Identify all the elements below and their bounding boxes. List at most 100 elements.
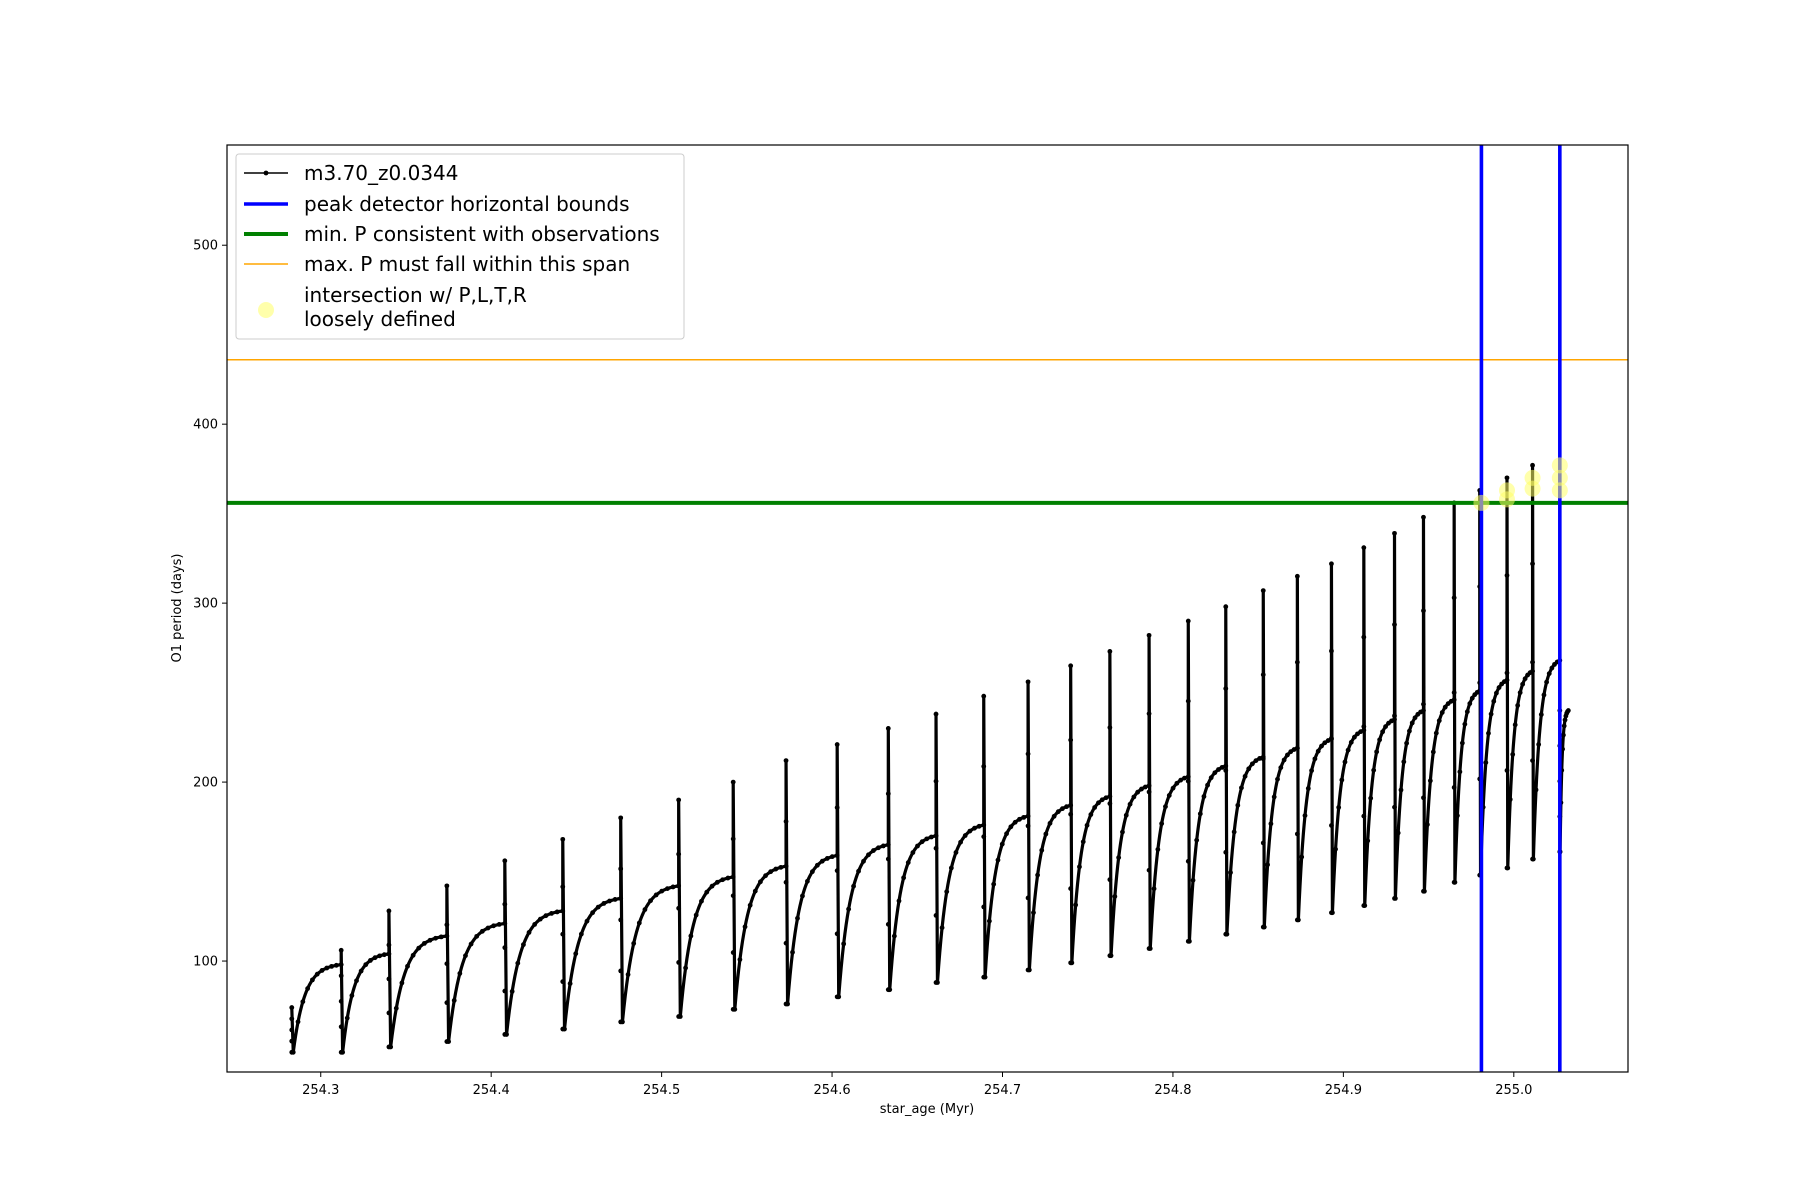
series-point — [1352, 734, 1357, 740]
series-point — [846, 906, 852, 912]
series-point — [1421, 795, 1426, 801]
series-point — [289, 1005, 295, 1010]
axes-frame — [226, 144, 1629, 1073]
series-point — [1278, 765, 1284, 771]
series-point — [948, 865, 954, 871]
series-point — [1043, 831, 1049, 837]
series-point — [720, 877, 726, 883]
series-point — [338, 998, 344, 1004]
series-point — [537, 916, 543, 922]
series-point — [819, 858, 825, 864]
series-point — [982, 974, 988, 980]
series-point — [1533, 787, 1539, 793]
series-point — [338, 947, 344, 953]
series-point — [871, 848, 876, 853]
series-point — [1139, 786, 1144, 792]
series-point — [1060, 806, 1065, 812]
series-point — [1170, 785, 1176, 791]
series-point — [1329, 561, 1334, 567]
series-point — [1185, 778, 1191, 784]
series-point — [1107, 725, 1113, 730]
x-axis-label: star_age (Myr) — [880, 1102, 974, 1117]
series-point — [509, 989, 515, 994]
legend-label: peak detector horizontal bounds — [304, 192, 630, 216]
series-point — [1185, 618, 1191, 624]
series-point — [763, 873, 768, 879]
series-point — [1507, 797, 1513, 802]
series-point — [693, 912, 699, 918]
series-point — [1025, 751, 1031, 757]
series-point — [783, 758, 789, 764]
series-point — [502, 901, 508, 907]
series-point — [676, 883, 682, 889]
series-point — [1242, 773, 1248, 779]
series-point — [1530, 758, 1535, 764]
series-point — [502, 945, 508, 951]
x-tick-label: 254.7 — [984, 1083, 1021, 1098]
legend-label: min. P consistent with observations — [304, 222, 660, 246]
series-point — [933, 778, 939, 784]
x-tick-label: 255.0 — [1495, 1083, 1532, 1098]
series-point — [578, 931, 584, 937]
series-point — [1510, 752, 1516, 757]
series-point — [1035, 872, 1040, 878]
series-point — [1404, 740, 1410, 746]
series-point — [386, 1010, 392, 1016]
series-point — [1383, 724, 1388, 730]
series-point — [388, 1044, 394, 1050]
series-point — [742, 924, 748, 930]
series-point — [1467, 701, 1473, 706]
y-axis-label: O1 period (days) — [170, 553, 185, 662]
series-point — [699, 898, 704, 904]
series-point — [885, 921, 891, 927]
series-point — [1530, 561, 1535, 567]
series-point — [981, 822, 987, 828]
series-point — [1163, 804, 1168, 810]
series-point — [1026, 967, 1032, 973]
series-point — [676, 905, 682, 911]
series-point — [393, 1005, 399, 1011]
series-point — [986, 918, 992, 924]
series-point — [1451, 697, 1457, 703]
legend-swatch-marker — [263, 170, 269, 176]
series-point — [1127, 801, 1133, 807]
series-point — [1223, 768, 1229, 773]
series-point — [851, 883, 856, 889]
series-point — [1107, 877, 1113, 883]
series-point — [457, 971, 463, 976]
series-point — [814, 862, 820, 868]
series-point — [790, 949, 795, 955]
series-point — [1068, 802, 1074, 808]
series-point — [338, 1024, 344, 1030]
legend-label-line: intersection w/ P,L,T,R — [304, 283, 527, 307]
series-point — [1253, 758, 1259, 763]
series-point — [1565, 708, 1571, 713]
series-point — [349, 993, 355, 998]
series-point — [642, 907, 648, 912]
series-point — [1208, 775, 1214, 781]
series-point — [618, 896, 624, 901]
series-point — [444, 883, 450, 889]
series-point — [1294, 573, 1300, 579]
series-point — [1546, 671, 1552, 676]
series-m3-70-z0-0344 — [289, 462, 1571, 1055]
series-point — [1025, 895, 1031, 901]
series-point — [560, 884, 566, 890]
series-point — [1178, 777, 1184, 783]
series-point — [1012, 819, 1018, 825]
series-point — [800, 893, 805, 899]
series-point — [502, 858, 508, 864]
series-point — [1275, 776, 1280, 782]
series-point — [1464, 709, 1470, 715]
series-point — [1201, 794, 1207, 799]
series-point — [636, 920, 642, 926]
intersection-point — [1473, 494, 1490, 511]
series-point — [1433, 730, 1439, 736]
series-point — [344, 1015, 350, 1021]
series-point — [1084, 822, 1090, 828]
series-point — [1025, 679, 1031, 685]
series-point — [1305, 786, 1311, 791]
intersection-point — [1524, 480, 1541, 497]
plot-area — [227, 145, 1628, 1072]
series-point — [1377, 737, 1383, 743]
